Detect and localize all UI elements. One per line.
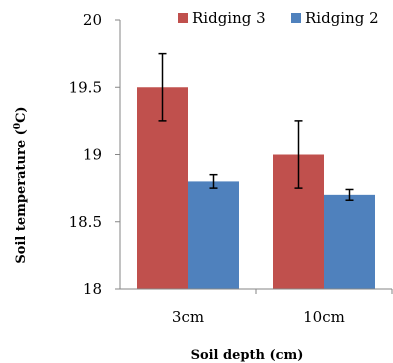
y-axis-title-superscript: 0 bbox=[13, 123, 23, 129]
y-tick-label: 18 bbox=[83, 280, 102, 298]
x-axis-title: Soil depth (cm) bbox=[191, 348, 304, 363]
legend-swatch bbox=[291, 13, 301, 23]
y-axis-title-prefix: Soil temperature ( bbox=[14, 129, 29, 263]
legend-label: Ridging 3 bbox=[192, 9, 266, 27]
plot-area bbox=[137, 52, 375, 289]
legend-swatch bbox=[178, 13, 188, 23]
x-tick-label: 10cm bbox=[303, 308, 345, 326]
legend: Ridging 3 Ridging 2 bbox=[178, 9, 379, 27]
legend-label: Ridging 2 bbox=[305, 9, 379, 27]
bar bbox=[324, 194, 375, 289]
y-tick-label: 20 bbox=[83, 11, 102, 29]
y-axis: 18 18.5 19 19.5 20 bbox=[69, 11, 121, 298]
bar bbox=[188, 181, 239, 289]
x-axis: 3cm 10cm bbox=[120, 288, 393, 326]
y-tick-label: 19 bbox=[83, 146, 102, 164]
y-axis-title-suffix: C) bbox=[14, 106, 29, 123]
y-tick-label: 18.5 bbox=[69, 213, 102, 231]
y-axis-title: Soil temperature (0C) bbox=[13, 106, 29, 263]
x-tick-label: 3cm bbox=[172, 308, 204, 326]
y-tick-label: 19.5 bbox=[69, 78, 102, 96]
